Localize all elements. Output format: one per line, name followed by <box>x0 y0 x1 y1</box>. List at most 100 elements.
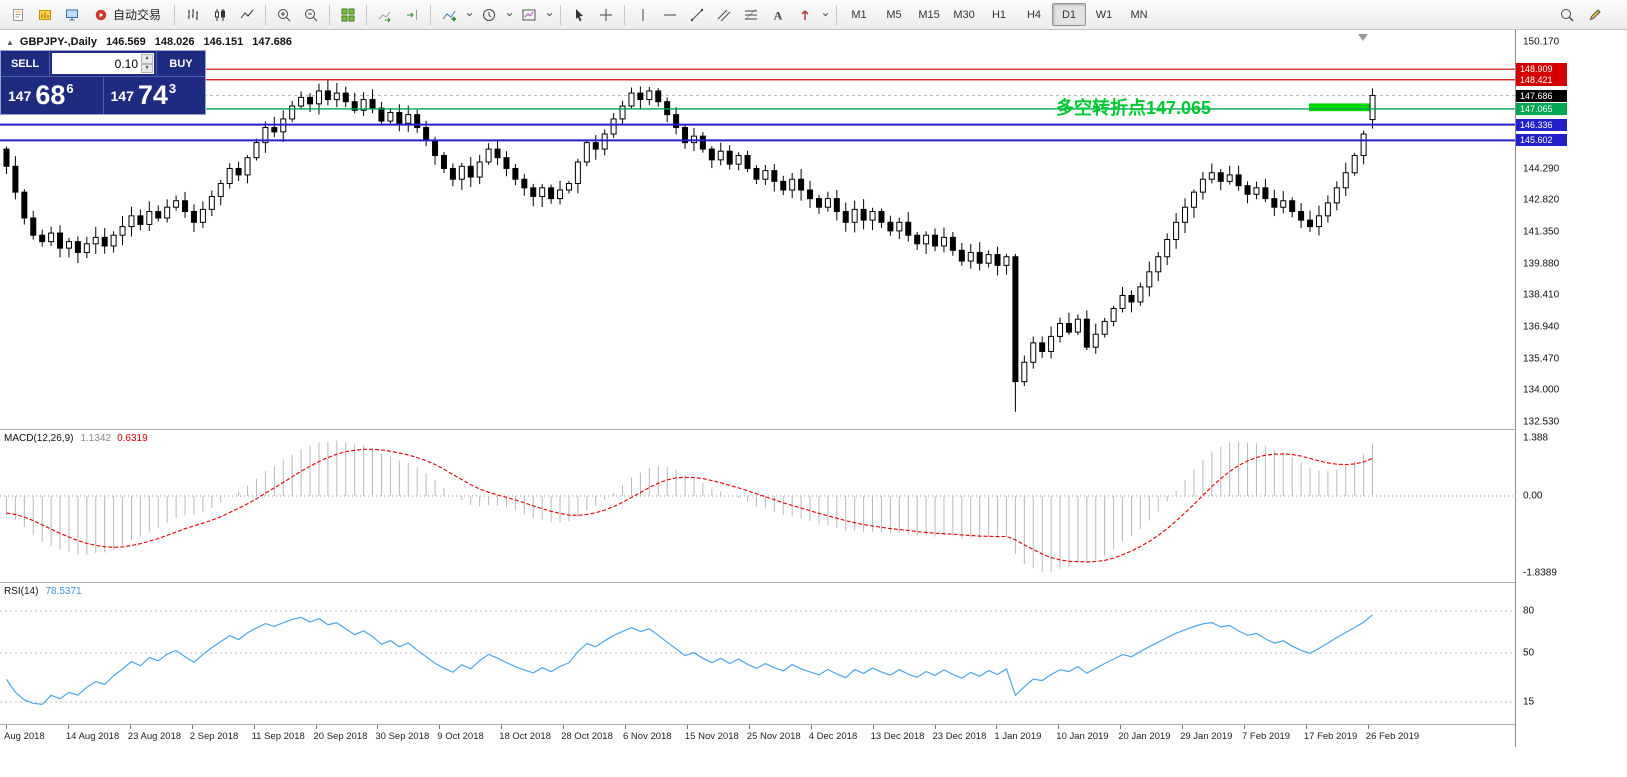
line-chart-icon[interactable] <box>234 2 260 28</box>
price-chart-canvas[interactable] <box>0 30 1515 429</box>
timeframe-button-W1[interactable]: W1 <box>1095 8 1113 21</box>
time-axis-tick <box>315 725 317 729</box>
timeframe-button-H1[interactable]: H1 <box>991 8 1007 21</box>
ohlc-low: 146.151 <box>203 36 244 48</box>
indicators-icon[interactable] <box>436 2 462 28</box>
toolbar-separator <box>174 4 176 25</box>
timeframe-button-M15[interactable]: M15 <box>918 8 940 21</box>
tile-windows-icon[interactable] <box>335 2 361 28</box>
price-axis-label: 134.000 <box>1523 384 1560 396</box>
volume-down-button[interactable]: ▼ <box>141 63 153 73</box>
time-axis-tick <box>377 725 379 729</box>
date-label: 25 Nov 2018 <box>746 731 801 742</box>
date-label: 18 Oct 2018 <box>499 731 551 742</box>
new-order-icon[interactable] <box>5 2 31 28</box>
date-label: 20 Jan 2019 <box>1118 731 1171 742</box>
search-icon[interactable] <box>1554 2 1580 28</box>
rsi-canvas[interactable] <box>0 583 1515 723</box>
toolbar-separator <box>329 4 331 25</box>
time-axis[interactable]: Aug 2018 14 Aug 2018 23 Aug 2018 2 Sep 2018… <box>0 725 1515 747</box>
rsi-line <box>6 614 1373 706</box>
date-label: 13 Dec 2018 <box>870 731 925 742</box>
price-tag: 148.909 <box>1516 63 1567 76</box>
timeframe-button-MN[interactable]: MN <box>1130 8 1148 21</box>
price-axis-label: 139.880 <box>1523 258 1560 270</box>
date-label: 30 Sep 2018 <box>375 731 430 742</box>
buy-button[interactable]: BUY <box>156 51 205 76</box>
rsi-label: RSI(14) 78.5371 <box>4 586 82 597</box>
templates-icon[interactable] <box>516 2 542 28</box>
time-axis-tick <box>563 725 565 729</box>
ohlc-high: 148.026 <box>154 36 195 48</box>
date-label: 14 Aug 2018 <box>65 731 120 742</box>
ohlc-open: 146.569 <box>105 36 146 48</box>
charts-icon[interactable] <box>32 2 58 28</box>
macd-canvas[interactable] <box>0 430 1515 581</box>
toolbar: 自动交易 A M1 M5 M15 M30 H1 H4 D1 W1 MN <box>0 0 1627 30</box>
volume-up-button[interactable]: ▲ <box>141 54 153 64</box>
panel-splitter[interactable] <box>0 582 1627 583</box>
timeframe-button-H4[interactable]: H4 <box>1026 8 1042 21</box>
macd-axis-label: 1.388 <box>1523 432 1549 444</box>
autotrading-button[interactable]: 自动交易 <box>86 2 169 28</box>
date-label: 20 Sep 2018 <box>313 731 368 742</box>
channel-icon[interactable] <box>711 2 737 28</box>
timeframe-button-M30[interactable]: M30 <box>953 8 975 21</box>
indicators-dropdown-caret-icon[interactable] <box>463 2 475 28</box>
sell-price[interactable]: 147 68 6 <box>8 80 74 110</box>
macd-histogram <box>5 440 1374 573</box>
zoom-in-icon[interactable] <box>271 2 297 28</box>
cursor-icon[interactable] <box>566 2 592 28</box>
time-axis-tick <box>501 725 503 729</box>
terminal-icon[interactable] <box>59 2 85 28</box>
ohlc-close: 147.686 <box>252 36 293 48</box>
one-click-toggle-icon[interactable]: ▲ <box>6 37 14 47</box>
svg-text:A: A <box>774 8 783 22</box>
rsi-axis-label: 80 <box>1523 605 1535 617</box>
text-icon[interactable]: A <box>765 2 791 28</box>
text-annotation-object[interactable]: 多空转折点147.065 <box>1056 98 1212 118</box>
volume-input[interactable]: 0.10 ▲ ▼ <box>52 53 154 74</box>
auto-scroll-icon[interactable] <box>372 2 398 28</box>
price-axis[interactable]: 150.170 144.290 142.820 141.350 139.880 138.4… <box>1515 30 1627 747</box>
price-axis-label: 135.470 <box>1523 353 1560 365</box>
sell-button[interactable]: SELL <box>1 51 50 76</box>
panel-splitter[interactable] <box>0 724 1627 725</box>
trendline-icon[interactable] <box>684 2 710 28</box>
price-axis-label: 150.170 <box>1523 36 1560 48</box>
templates-dropdown-caret-icon[interactable] <box>543 2 555 28</box>
volume-value[interactable]: 0.10 <box>114 56 138 71</box>
date-label: 17 Feb 2019 <box>1303 731 1358 742</box>
periods-icon[interactable] <box>476 2 502 28</box>
arrows-icon[interactable] <box>792 2 818 28</box>
macd-axis-label: -1.8389 <box>1523 567 1557 579</box>
crosshair-icon[interactable] <box>593 2 619 28</box>
time-axis-tick <box>686 725 688 729</box>
panel-splitter[interactable] <box>0 429 1627 430</box>
hline-icon[interactable] <box>657 2 683 28</box>
time-axis-tick <box>1305 725 1307 729</box>
edit-icon[interactable] <box>1582 2 1608 28</box>
highlight-rect-object[interactable] <box>1309 103 1371 112</box>
timeframe-button-D1[interactable]: D1 <box>1052 3 1087 26</box>
toolbar-separator <box>624 4 626 25</box>
periods-dropdown-caret-icon[interactable] <box>503 2 515 28</box>
chart-shift-marker[interactable] <box>1358 34 1368 41</box>
toolbar-left-group: 自动交易 A M1 M5 M15 M30 H1 H4 D1 W1 MN <box>5 2 1156 28</box>
timeframe-button-M5[interactable]: M5 <box>886 8 902 21</box>
bar-chart-icon[interactable] <box>180 2 206 28</box>
chart-shift-icon[interactable] <box>399 2 425 28</box>
price-axis-label: 141.350 <box>1523 226 1560 238</box>
fibonacci-icon[interactable] <box>738 2 764 28</box>
date-label: 2 Sep 2018 <box>189 731 239 742</box>
zoom-out-icon[interactable] <box>298 2 324 28</box>
toolbar-right-group <box>1554 2 1622 28</box>
arrows-dropdown-caret-icon[interactable] <box>819 2 831 28</box>
time-axis-tick <box>191 725 193 729</box>
time-axis-tick <box>439 725 441 729</box>
vline-icon[interactable] <box>630 2 656 28</box>
buy-price[interactable]: 147 74 3 <box>110 80 177 110</box>
timeframe-button-M1[interactable]: M1 <box>851 8 867 21</box>
candlestick-icon[interactable] <box>207 2 233 28</box>
